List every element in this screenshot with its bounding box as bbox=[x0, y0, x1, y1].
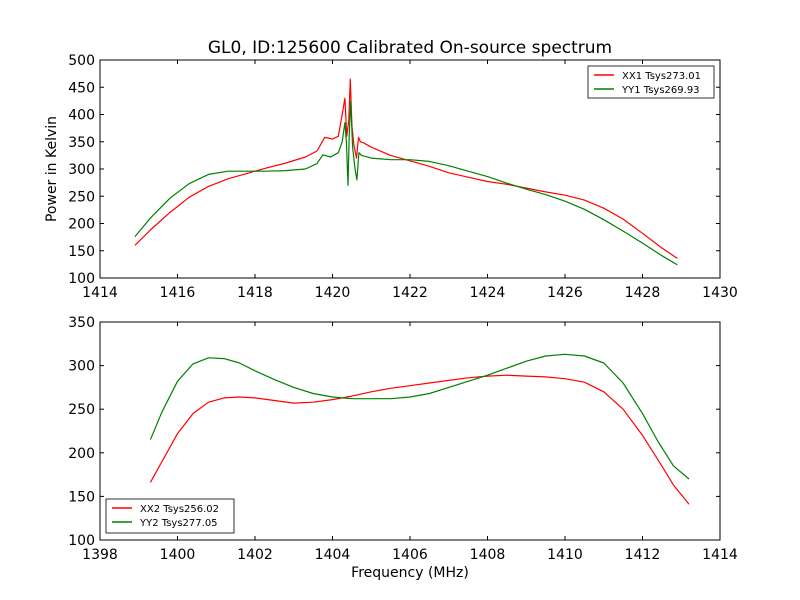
chart-title: GL0, ID:125600 Calibrated On-source spec… bbox=[208, 38, 612, 58]
top-x-tick-label: 1422 bbox=[392, 285, 428, 301]
bottom-legend-box bbox=[105, 498, 235, 534]
top-y-tick-label: 300 bbox=[68, 162, 95, 178]
top-y-tick-label: 450 bbox=[68, 80, 95, 96]
top-y-axis-label: Power in Kelvin bbox=[44, 116, 60, 222]
top-series-line-1 bbox=[134, 78, 678, 259]
bottom-x-tick-label: 1402 bbox=[237, 547, 273, 563]
top-y-tick-label: 200 bbox=[68, 217, 95, 233]
bottom-x-tick-label: 1414 bbox=[702, 547, 738, 563]
bottom-series-line-2 bbox=[149, 353, 690, 480]
top-y-tick-label: 400 bbox=[68, 108, 95, 124]
bottom-x-tick-label: 1408 bbox=[470, 547, 506, 563]
top-series-line-2 bbox=[134, 100, 678, 266]
top-y-tick-label: 100 bbox=[68, 271, 95, 287]
bottom-y-tick-label: 100 bbox=[68, 533, 95, 549]
bottom-series-line-1 bbox=[149, 374, 690, 505]
bottom-x-tick-label: 1398 bbox=[82, 547, 118, 563]
top-plot: 1414 1416 1418 1420 1422 1424 1426 1428 1430 100 1… bbox=[68, 53, 738, 301]
bottom-legend-label-1: XX2 Tsys256.02 bbox=[140, 504, 219, 515]
bottom-x-tick-label: 1406 bbox=[392, 547, 428, 563]
top-y-tick-label: 250 bbox=[68, 189, 95, 205]
top-x-tick-label: 1416 bbox=[160, 285, 196, 301]
bottom-y-tick-label: 350 bbox=[68, 315, 95, 331]
bottom-x-tick-label: 1404 bbox=[315, 547, 351, 563]
top-x-tick-label: 1426 bbox=[547, 285, 583, 301]
bottom-legend: XX2 Tsys256.02 YY2 Tsys277.05 bbox=[105, 498, 235, 534]
top-legend-box bbox=[587, 65, 715, 99]
bottom-x-tick-label: 1410 bbox=[547, 547, 583, 563]
top-x-tick-label: 1428 bbox=[625, 285, 661, 301]
x-axis-label: Frequency (MHz) bbox=[351, 565, 469, 581]
bottom-y-tick-label: 200 bbox=[68, 446, 95, 462]
top-x-tick-label: 1430 bbox=[702, 285, 738, 301]
bottom-y-tick-label: 250 bbox=[68, 402, 95, 418]
top-y-tick-label: 500 bbox=[68, 53, 95, 69]
bottom-x-tick-label: 1412 bbox=[625, 547, 661, 563]
top-legend-label-2: YY1 Tsys269.93 bbox=[621, 85, 700, 96]
top-x-tick-label: 1418 bbox=[237, 285, 273, 301]
top-legend: XX1 Tsys273.01 YY1 Tsys269.93 bbox=[587, 65, 715, 99]
bottom-plot: 1398 1400 1402 1404 1406 1408 1410 1412 1414 100 1… bbox=[68, 315, 738, 563]
top-x-tick-label: 1420 bbox=[315, 285, 351, 301]
top-x-tick-label: 1414 bbox=[82, 285, 118, 301]
top-y-tick-label: 150 bbox=[68, 244, 95, 260]
bottom-legend-label-2: YY2 Tsys277.05 bbox=[139, 518, 218, 529]
top-y-tick-label: 350 bbox=[68, 135, 95, 151]
top-x-tick-label: 1424 bbox=[470, 285, 506, 301]
top-legend-label-1: XX1 Tsys273.01 bbox=[622, 71, 701, 82]
bottom-x-tick-label: 1400 bbox=[160, 547, 196, 563]
bottom-y-tick-label: 150 bbox=[68, 489, 95, 505]
bottom-y-tick-label: 300 bbox=[68, 359, 95, 375]
